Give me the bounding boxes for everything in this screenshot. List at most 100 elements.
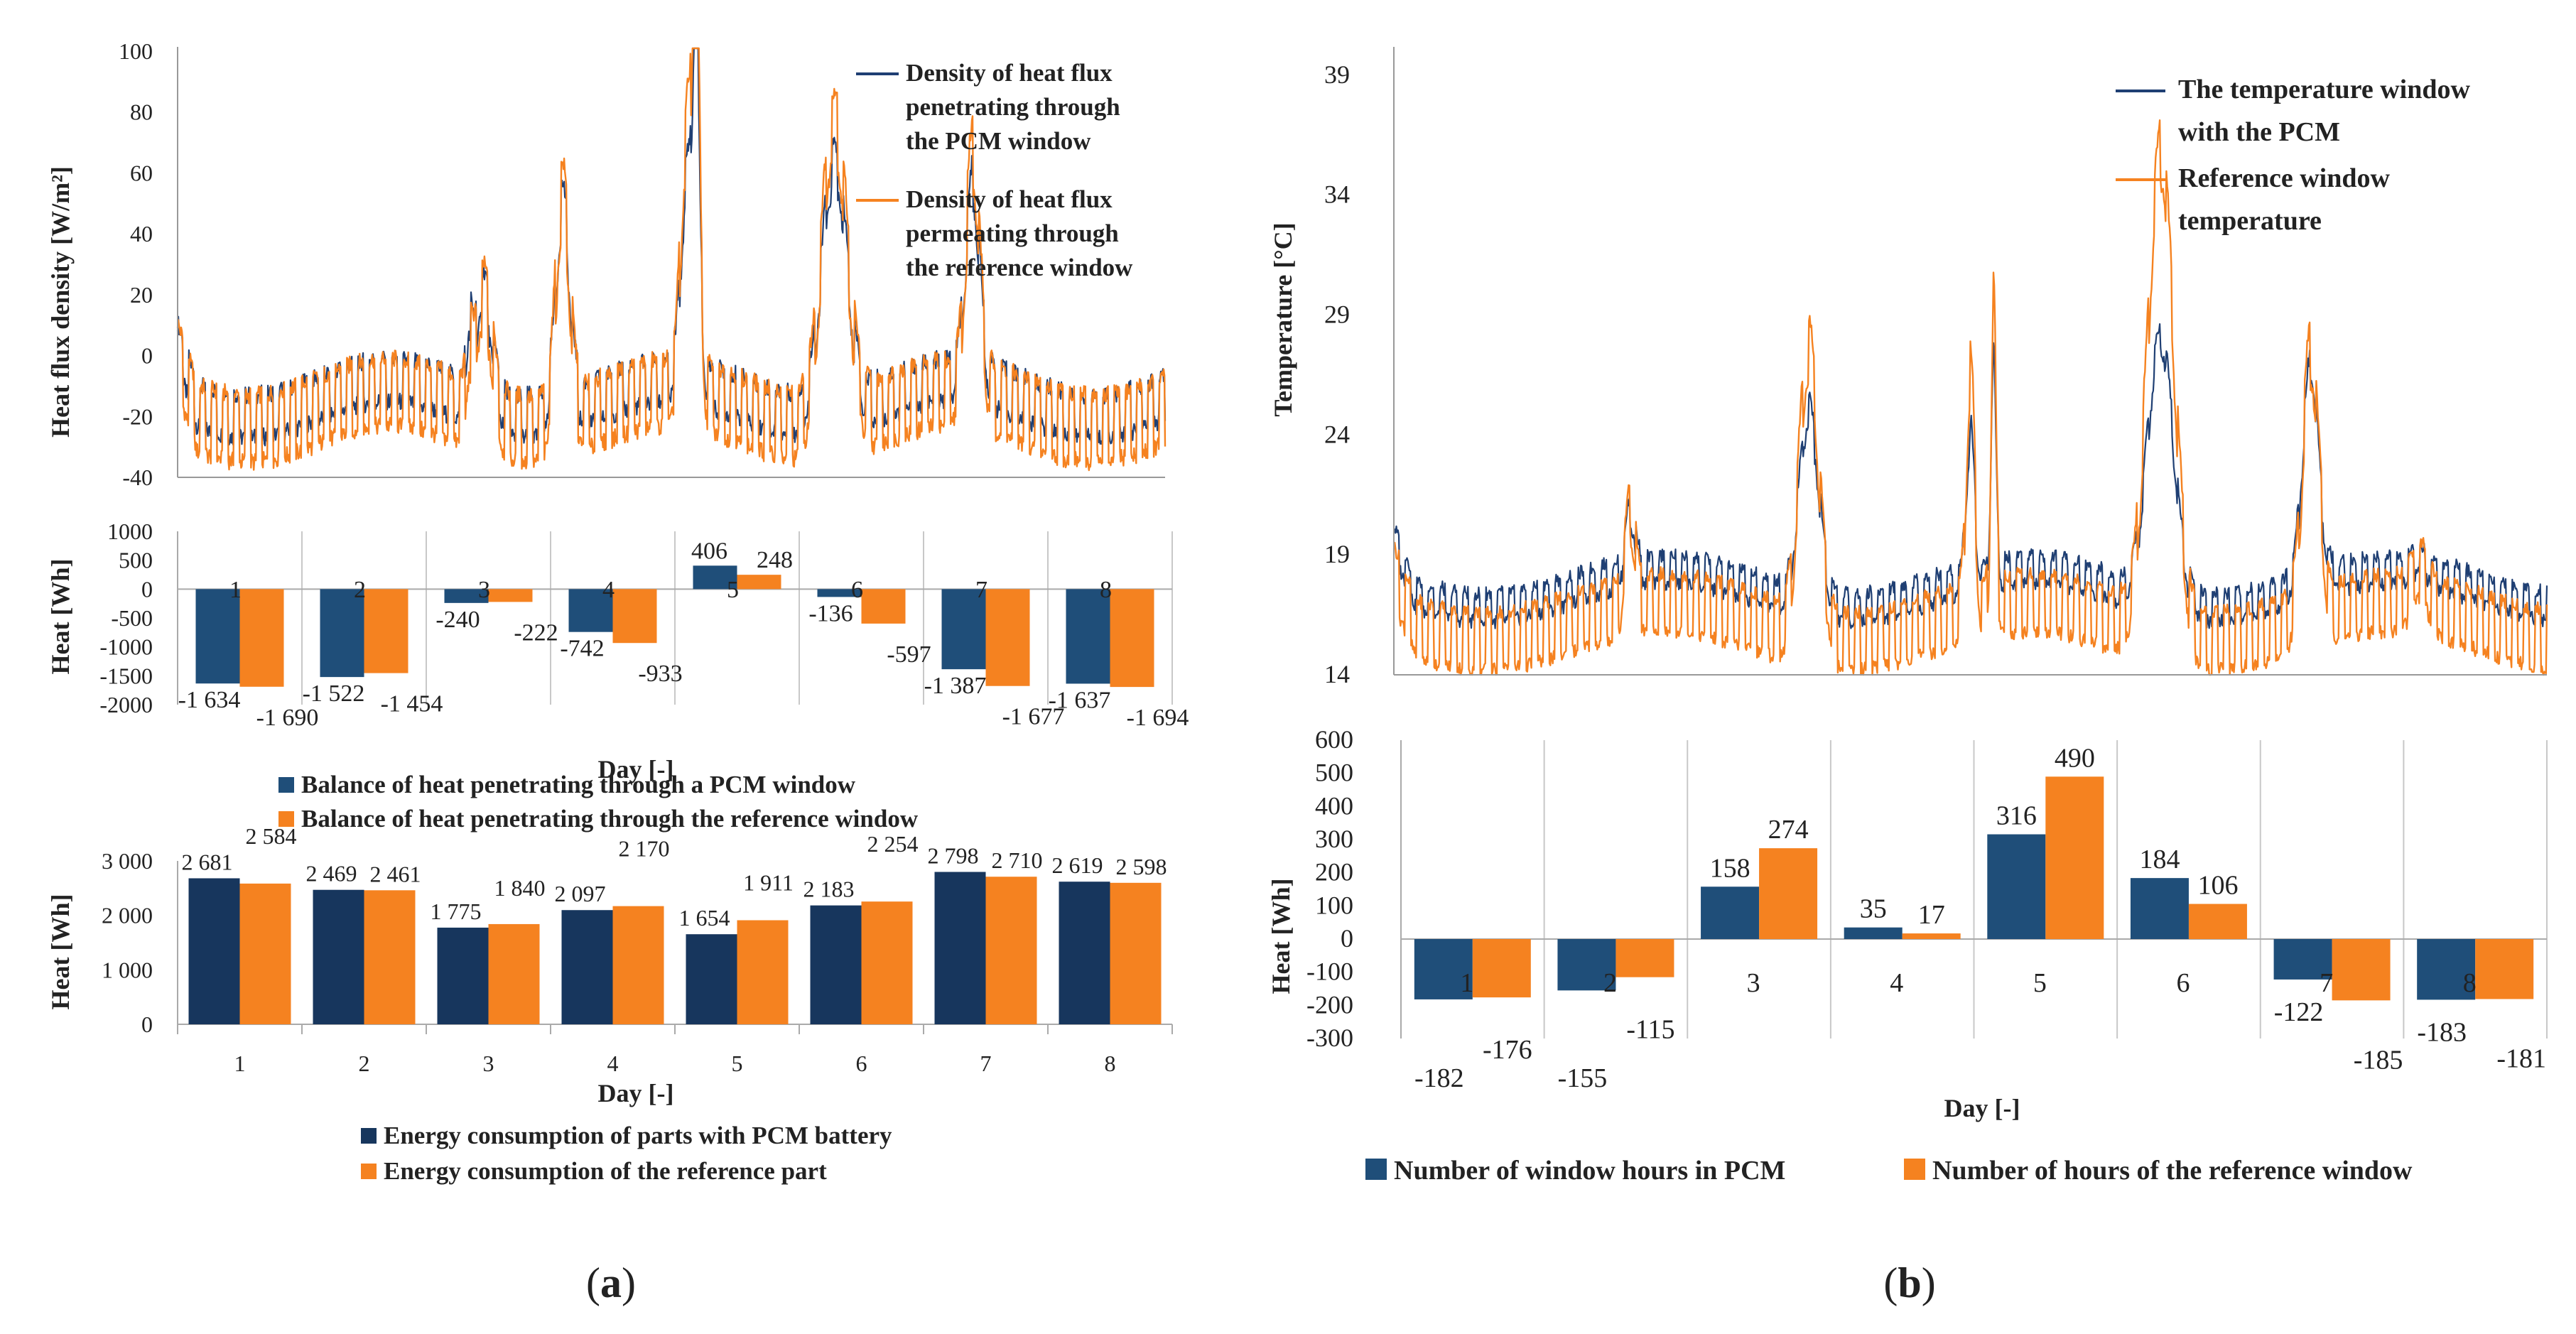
data-label: 490 — [2055, 743, 2095, 773]
y-tick-label: 14 — [1324, 660, 1350, 688]
pcm-bar-day-3 — [444, 589, 489, 603]
pcm-bar-day-2 — [1557, 939, 1616, 991]
ref-bar-day-2 — [1616, 939, 1674, 977]
heat-balance-legend: Balance of heat penetrating through a PC… — [278, 771, 919, 833]
y-tick-label: 1 000 — [102, 957, 153, 982]
y-tick-label: 29 — [1324, 300, 1350, 328]
ref-bar-day-1 — [239, 883, 291, 1024]
ref-bar-day-7 — [2332, 939, 2391, 1001]
data-label: -185 — [2354, 1045, 2403, 1075]
caption-a: (a) — [586, 1259, 636, 1306]
y-tick-label: 34 — [1324, 180, 1350, 209]
temperature-y-axis-label: Temperature [°C] — [1269, 222, 1297, 416]
y-tick-label: 300 — [1315, 825, 1353, 853]
y-tick-label: 100 — [1315, 891, 1353, 919]
legend-pcm-hours: Number of window hours in PCM — [1394, 1156, 1785, 1186]
y-tick-label: 600 — [1315, 725, 1353, 754]
legend-ref-energy: Energy consumption of the reference part — [384, 1157, 827, 1185]
data-label: 17 — [1918, 900, 1945, 930]
legend-ref-temp-line1: Reference window — [2178, 163, 2391, 193]
pcm-bar-day-4 — [1844, 927, 1903, 939]
ref-series-line — [176, 47, 1167, 472]
pcm-bar-day-8 — [2417, 939, 2476, 1000]
legend-pcm-flux-line2: penetrating through — [906, 93, 1120, 121]
y-tick-label: -200 — [1306, 990, 1353, 1019]
x-category-label: 6 — [856, 1051, 867, 1076]
legend-pcm-temp-line1: The temperature window — [2178, 75, 2470, 104]
pcm-bar-day-1 — [1414, 939, 1473, 999]
pcm-bar-day-8 — [1066, 589, 1110, 684]
data-label: -933 — [638, 661, 682, 687]
y-tick-label: 2 000 — [102, 903, 153, 928]
data-label: -1 677 — [1002, 704, 1065, 730]
data-label: 2 469 — [306, 861, 357, 886]
ref-bar-day-7 — [985, 589, 1030, 686]
ref-bar-day-6 — [861, 901, 913, 1024]
legend-pcm-flux-line3: the PCM window — [906, 127, 1091, 155]
data-label: -1 387 — [924, 673, 987, 699]
legend-swatch-ref-hours — [1904, 1159, 1925, 1180]
legend-pcm-energy: Energy consumption of parts with PCM bat… — [384, 1122, 892, 1149]
pcm-bar-day-7 — [2273, 939, 2332, 980]
x-category-label: 5 — [732, 1051, 743, 1076]
data-label: -155 — [1558, 1063, 1608, 1093]
data-label: -136 — [808, 600, 853, 627]
heat-flux-legend: Density of heat flux penetrating through… — [856, 59, 1133, 281]
ref-bar-day-2 — [364, 589, 408, 673]
ref-bar-day-4 — [612, 589, 657, 644]
data-label: 184 — [2139, 845, 2180, 874]
y-tick-label: 500 — [119, 548, 153, 573]
pcm-series-line — [1393, 323, 2548, 629]
y-tick-label: 500 — [1315, 759, 1353, 787]
data-label: 158 — [1710, 853, 1750, 883]
x-category-label: 2 — [1603, 968, 1617, 998]
data-label: -115 — [1626, 1015, 1674, 1045]
legend-pcm-temp-line2: with the PCM — [2178, 117, 2340, 147]
data-label: 2 598 — [1116, 854, 1167, 879]
data-label: -742 — [560, 636, 604, 662]
legend-swatch-ref-energy — [361, 1164, 377, 1179]
y-tick-label: 60 — [130, 160, 153, 185]
ref-bar-day-5 — [2045, 776, 2104, 939]
x-category-label: 8 — [1105, 1051, 1116, 1076]
pcm-bar-day-3 — [437, 927, 489, 1024]
heat-balance-bar-chart: 1000 500 0 -500 -1000 -1500 -2000 -1 634 -1 690… — [46, 519, 1189, 833]
data-label: -240 — [435, 607, 480, 633]
x-category-label: 7 — [975, 577, 987, 603]
data-label: 2 461 — [370, 861, 421, 886]
pcm-bar-day-4 — [568, 589, 613, 632]
pcm-bar-day-3 — [1701, 886, 1760, 939]
legend-swatch-pcm-energy — [361, 1128, 377, 1144]
y-tick-label: 24 — [1324, 420, 1350, 448]
caption-b: (b) — [1883, 1259, 1935, 1306]
data-label: 1 911 — [743, 869, 794, 895]
data-label: 248 — [757, 547, 793, 573]
x-category-label: 1 — [229, 577, 242, 603]
pcm-bar-day-1 — [188, 878, 240, 1024]
temperature-line-chart: 39 34 29 24 19 14 Temperature [°C] The temper… — [1269, 47, 2548, 688]
x-category-label: 3 — [478, 577, 490, 603]
data-label: 1 654 — [679, 905, 730, 931]
y-tick-label: -20 — [122, 403, 153, 429]
x-category-label: 4 — [607, 1051, 619, 1076]
y-tick-label: 0 — [141, 1012, 153, 1037]
heat-flux-line-chart: 100 80 60 40 20 0 -20 -40 Heat flux density [W/… — [46, 38, 1167, 490]
y-tick-label: 19 — [1324, 540, 1350, 568]
ref-bar-day-3 — [488, 589, 533, 602]
data-label: -176 — [1483, 1035, 1532, 1065]
legend-pcm-flux-line1: Density of heat flux — [906, 59, 1113, 87]
energy-x-axis-label: Day [-] — [598, 1079, 674, 1107]
y-tick-label: 400 — [1315, 791, 1353, 820]
pcm-bar-day-2 — [320, 589, 364, 678]
pcm-bar-day-4 — [561, 910, 613, 1024]
ref-bar-day-5 — [737, 575, 781, 590]
data-label: 2 798 — [928, 842, 979, 868]
y-tick-label: 39 — [1324, 60, 1350, 89]
x-category-label: 2 — [359, 1051, 370, 1076]
x-category-label: 6 — [851, 577, 863, 603]
legend-ref-hours: Number of hours of the reference window — [1932, 1156, 2413, 1186]
ref-bar-day-6 — [861, 589, 906, 624]
ref-bar-day-8 — [1110, 589, 1154, 688]
ref-bar-day-7 — [985, 877, 1037, 1024]
